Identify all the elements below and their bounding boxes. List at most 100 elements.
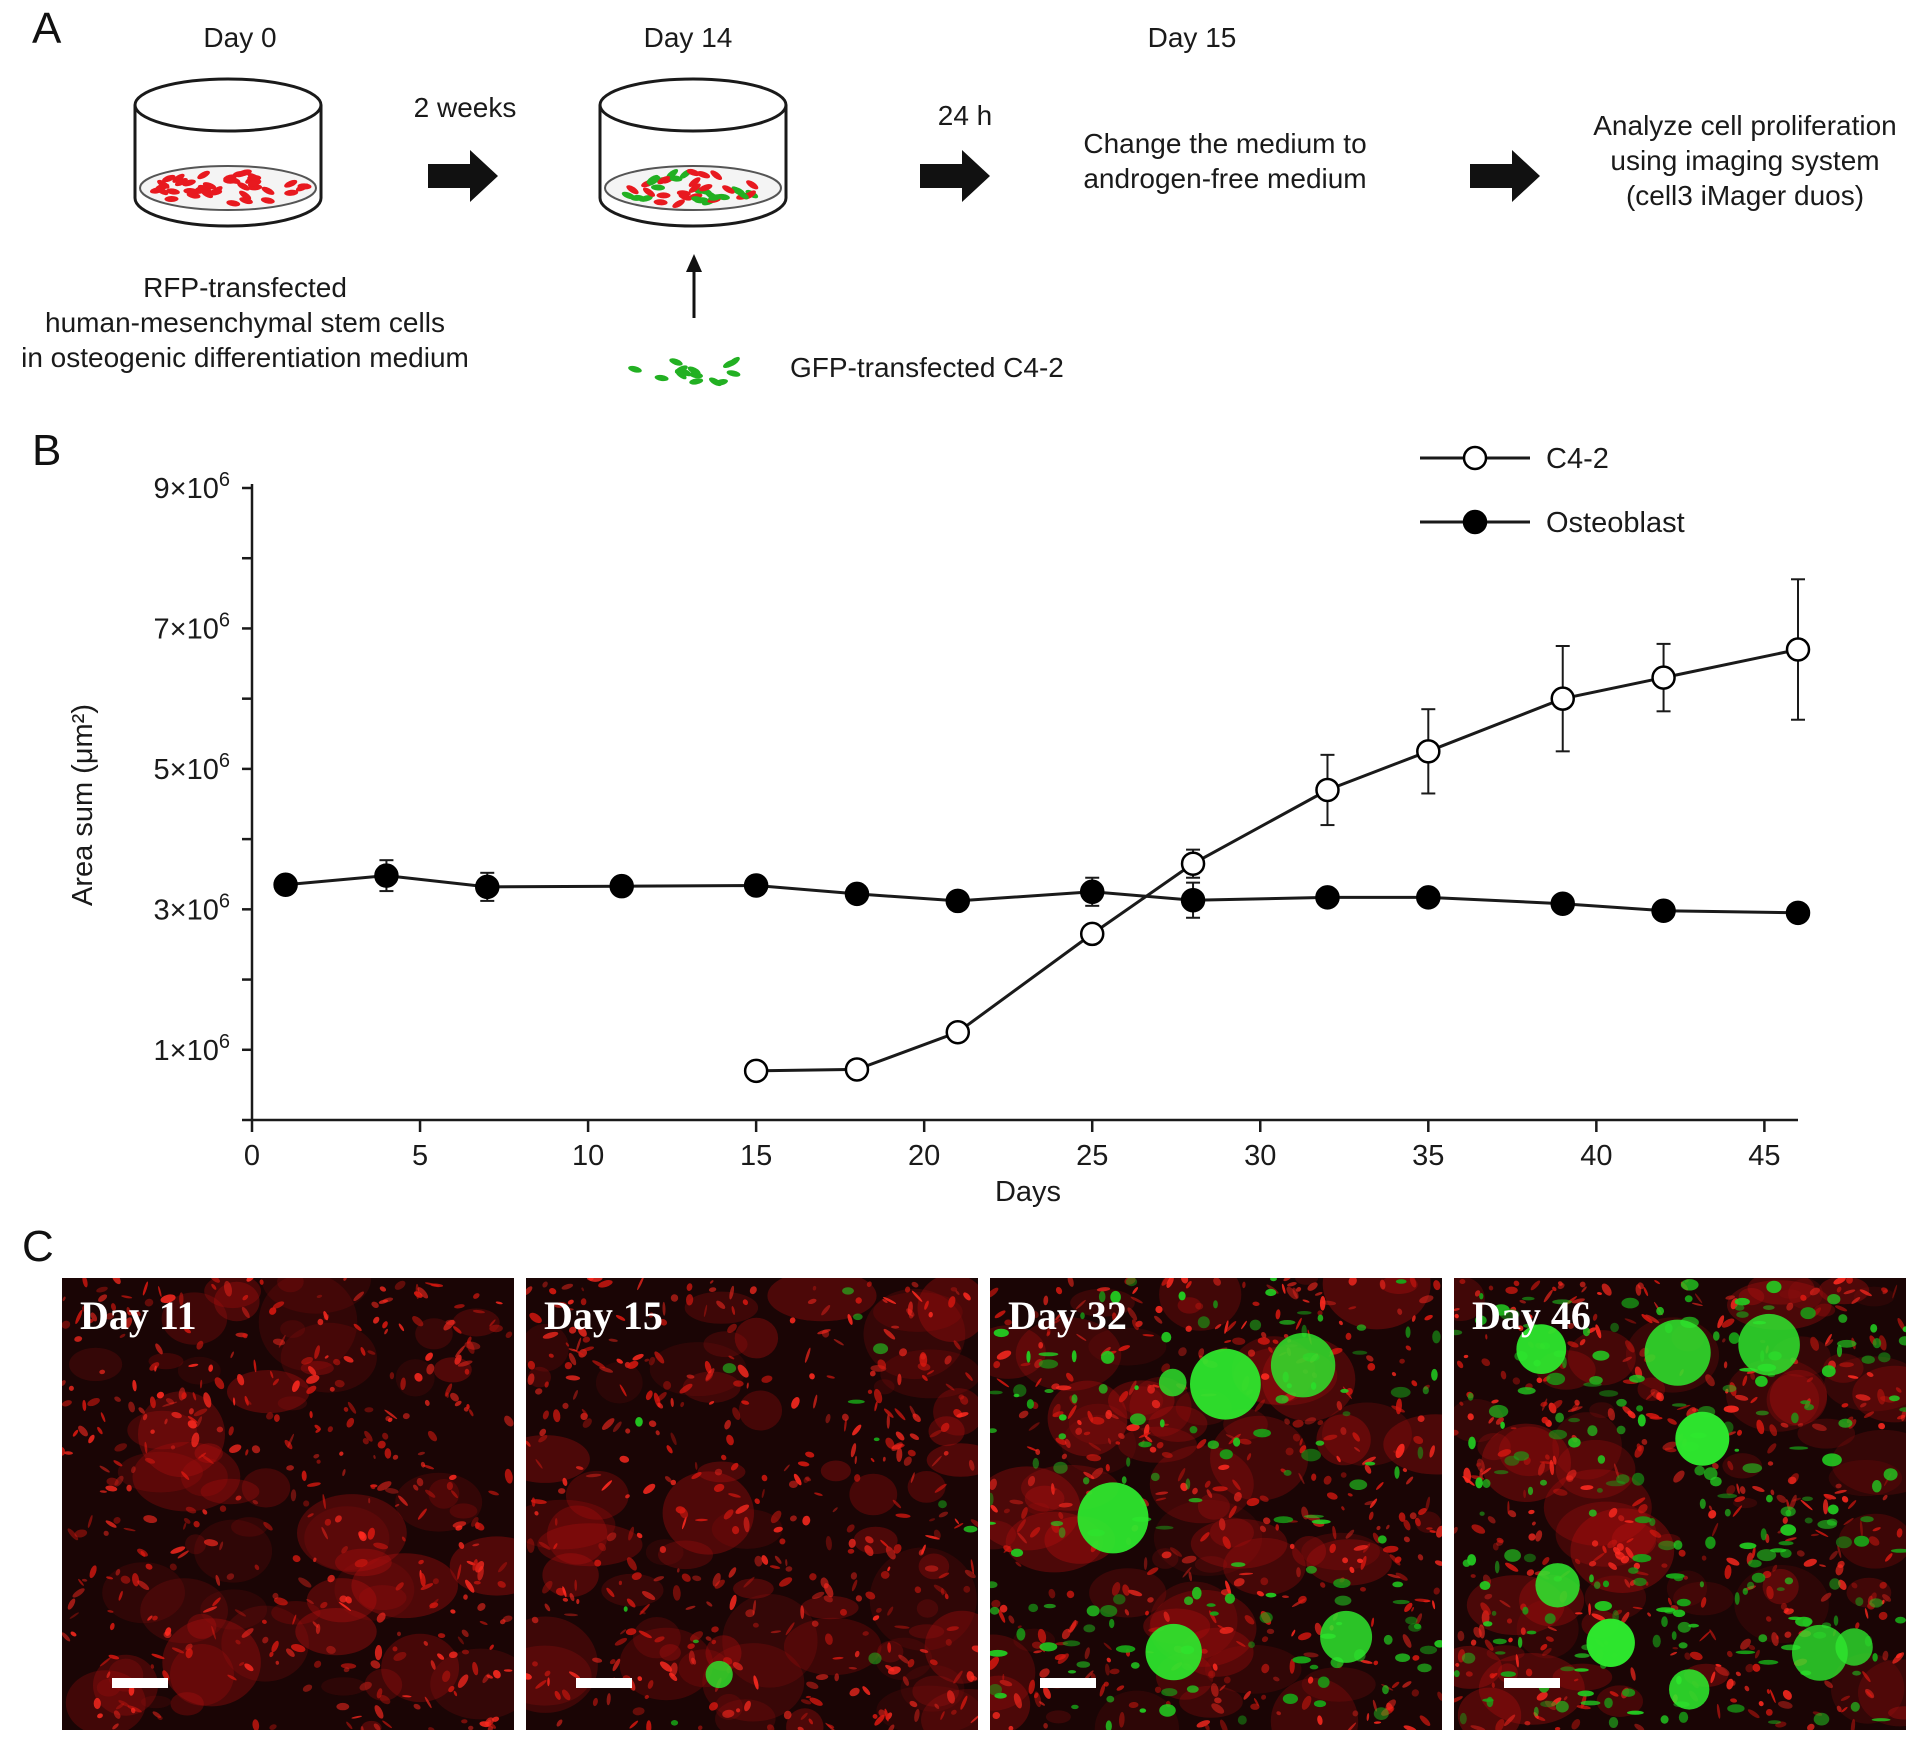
- red-cell: [956, 1412, 969, 1418]
- red-cell: [1348, 1278, 1357, 1286]
- red-cell: [1836, 1286, 1842, 1293]
- red-cell: [1532, 1521, 1536, 1526]
- red-cell: [184, 1327, 191, 1334]
- red-cell: [313, 1453, 320, 1459]
- red-cell: [1833, 1278, 1846, 1285]
- red-cell: [1180, 1482, 1188, 1492]
- red-cell: [1369, 1498, 1378, 1509]
- red-cell: [970, 1519, 978, 1528]
- green-cell: [1206, 1603, 1216, 1607]
- red-cell: [592, 1360, 606, 1369]
- red-cell: [467, 1336, 472, 1344]
- red-cell: [535, 1459, 543, 1469]
- red-cell: [1169, 1547, 1183, 1557]
- red-cell: [676, 1568, 680, 1573]
- red-cell: [1748, 1644, 1756, 1651]
- red-cell: [203, 1539, 219, 1547]
- red-cell: [1145, 1435, 1153, 1443]
- red-cell: [1336, 1455, 1341, 1463]
- red-cell: [1319, 1296, 1326, 1311]
- red-cell: [500, 1619, 506, 1625]
- red-cell: [761, 1555, 769, 1565]
- green-cell: [1592, 1350, 1610, 1361]
- red-cell: [1506, 1618, 1513, 1624]
- red-cell: [1222, 1536, 1231, 1549]
- red-cell: [78, 1425, 88, 1437]
- red-cell: [1296, 1287, 1302, 1292]
- red-cell: [498, 1562, 508, 1573]
- micrograph-day32: Day 32: [990, 1278, 1442, 1730]
- green-cell: [1086, 1605, 1100, 1617]
- red-cell: [542, 1281, 548, 1288]
- green-colony: [1675, 1411, 1730, 1466]
- green-cell: [1467, 1392, 1474, 1401]
- red-cell: [729, 1285, 735, 1300]
- red-cell: [898, 1654, 910, 1664]
- green-cell: [1594, 1601, 1612, 1611]
- red-cell: [542, 1580, 553, 1594]
- red-cell: [214, 1377, 225, 1390]
- fluorescence-image: [1454, 1278, 1906, 1730]
- red-cell: [1298, 1632, 1312, 1641]
- red-cell: [864, 1545, 874, 1557]
- red-cell-region: [526, 1435, 590, 1483]
- red-cell: [353, 1291, 365, 1302]
- red-cell: [1225, 1321, 1237, 1332]
- red-cell: [382, 1297, 394, 1303]
- green-cell: [1259, 1612, 1273, 1624]
- red-cell: [827, 1724, 835, 1729]
- red-cell: [535, 1388, 543, 1395]
- red-cell: [119, 1333, 126, 1338]
- red-cell: [1851, 1582, 1858, 1589]
- red-cell: [398, 1323, 405, 1332]
- red-cell: [457, 1636, 464, 1645]
- data-point: [1785, 637, 1811, 662]
- green-cell: [1649, 1518, 1656, 1526]
- red-cell: [564, 1361, 573, 1370]
- cell-mark: [621, 191, 636, 200]
- red-cell: [554, 1690, 561, 1700]
- red-cell: [1492, 1542, 1499, 1551]
- red-cell: [392, 1646, 398, 1652]
- red-cell: [334, 1379, 345, 1388]
- red-cell: [235, 1495, 242, 1501]
- red-cell: [679, 1507, 689, 1519]
- red-cell: [373, 1455, 376, 1459]
- red-cell-region: [1481, 1423, 1571, 1502]
- red-cell: [502, 1615, 513, 1623]
- green-cell: [1479, 1581, 1491, 1590]
- red-cell: [1484, 1639, 1494, 1651]
- red-cell: [1323, 1475, 1332, 1485]
- red-cell: [885, 1437, 895, 1449]
- green-cell: [1058, 1433, 1067, 1440]
- red-cell: [1868, 1536, 1880, 1546]
- red-cell: [1188, 1571, 1193, 1582]
- red-cell: [1847, 1500, 1857, 1510]
- red-cell: [1003, 1545, 1011, 1553]
- red-cell: [895, 1513, 911, 1518]
- red-cell: [797, 1461, 810, 1467]
- green-cell: [1899, 1407, 1906, 1412]
- red-cell: [1275, 1309, 1281, 1320]
- red-cell: [401, 1536, 406, 1542]
- red-cell: [143, 1515, 158, 1524]
- red-cell-region: [1194, 1556, 1228, 1573]
- red-cell: [373, 1316, 380, 1324]
- red-cell: [1314, 1622, 1323, 1636]
- red-cell-region: [633, 1617, 681, 1659]
- red-cell: [1242, 1281, 1246, 1289]
- red-cell: [1766, 1616, 1772, 1622]
- red-cell: [1523, 1489, 1527, 1499]
- red-cell: [137, 1580, 150, 1591]
- red-cell: [657, 1402, 664, 1409]
- red-cell-region: [1306, 1539, 1392, 1586]
- red-cell: [1178, 1347, 1187, 1357]
- red-cell: [672, 1585, 681, 1601]
- red-cell: [1571, 1298, 1585, 1304]
- cell-mark: [727, 356, 740, 367]
- red-cell: [1525, 1314, 1533, 1320]
- red-cell: [558, 1488, 566, 1494]
- red-cell: [1282, 1595, 1289, 1599]
- green-cell: [1850, 1701, 1860, 1712]
- red-cell: [252, 1719, 260, 1730]
